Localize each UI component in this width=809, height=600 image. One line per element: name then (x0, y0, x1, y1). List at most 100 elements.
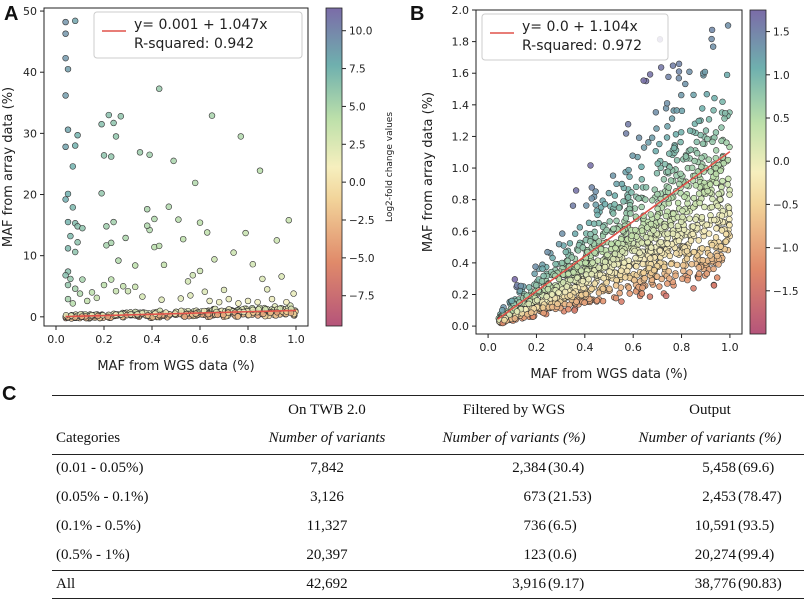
b-point (723, 71, 731, 79)
row-twb: 3,126 (310, 489, 344, 505)
row-category: (0.1% - 0.5%) (56, 518, 141, 534)
b-point (662, 212, 670, 220)
b-point (539, 265, 546, 272)
b-point (612, 295, 620, 302)
a-point (119, 283, 127, 290)
a-xlabel: MAF from WGS data (%) (97, 359, 254, 374)
b-point (534, 297, 541, 304)
b-point (592, 188, 599, 195)
b-point (579, 277, 587, 285)
b-point (603, 279, 610, 286)
total-output: 38,776 (694, 576, 736, 592)
b-xtick-label: 0.0 (479, 341, 497, 354)
b-point (664, 240, 671, 247)
b-point (650, 227, 657, 234)
b-xtick-label: 0.2 (528, 341, 546, 354)
b-point (668, 115, 676, 122)
b-point (528, 309, 535, 316)
b-point (661, 223, 668, 230)
b-point (675, 237, 683, 244)
b-point (606, 218, 613, 225)
b-point (653, 125, 660, 132)
b-point (711, 94, 718, 102)
a-xtick-label: 0.0 (47, 333, 65, 346)
a-colorbar-tick-label: −5.0 (349, 253, 375, 265)
row-filtered: 123 (523, 547, 547, 563)
b-point (613, 180, 620, 188)
b-point (636, 249, 643, 256)
b-point (667, 177, 675, 184)
b-point (726, 221, 733, 229)
b-xtick-label: 0.8 (673, 341, 691, 354)
a-point (156, 242, 163, 250)
b-point (640, 144, 648, 151)
b-point (614, 240, 622, 247)
a-point (273, 237, 280, 244)
b-point (675, 60, 683, 68)
b-point (673, 157, 681, 164)
a-point (64, 218, 72, 226)
b-point (689, 230, 696, 238)
a-colorbar-tick-label: 7.5 (349, 64, 366, 76)
a-point (98, 190, 105, 197)
a-point (264, 286, 271, 293)
b-point (585, 275, 592, 283)
a-point (62, 18, 69, 26)
a-point (79, 276, 86, 283)
a-xtick-label: 0.4 (143, 333, 161, 346)
b-fit-line (497, 150, 731, 320)
b-point (695, 117, 702, 125)
b-point (721, 109, 729, 117)
b-point (642, 196, 649, 203)
a-point (110, 218, 117, 226)
b-point (539, 304, 547, 311)
b-colorbar-tick-label: −0.5 (773, 199, 799, 211)
table-header-rule (52, 454, 804, 455)
b-point (724, 156, 732, 164)
a-point (74, 132, 81, 139)
b-point (656, 283, 663, 290)
b-point (674, 199, 682, 207)
b-point (563, 283, 571, 290)
b-point (565, 306, 572, 313)
b-point (723, 139, 730, 146)
b-point (698, 245, 706, 252)
b-point (606, 268, 613, 275)
b-ytick-label: 0.4 (452, 257, 470, 270)
b-point (698, 163, 705, 170)
a-point (181, 313, 188, 320)
a-point (64, 190, 72, 198)
chart-a: 0.0 0.2 0.4 0.6 0.8 1.0 0 10 20 30 40 50 MAF from WG… (1, 5, 395, 374)
b-point (653, 170, 661, 177)
b-point (689, 223, 697, 230)
b-point (611, 201, 618, 208)
b-point (717, 243, 724, 250)
b-point (599, 285, 607, 292)
b-ytick-label: 0.0 (452, 320, 470, 333)
a-point (62, 143, 69, 151)
a-point (151, 215, 158, 223)
b-point (675, 75, 683, 82)
b-point (679, 207, 686, 215)
b-frame (475, 9, 743, 335)
a-point (259, 275, 266, 283)
b-point (646, 71, 654, 78)
b-point (718, 227, 726, 234)
b-point (593, 297, 601, 304)
a-point (158, 296, 165, 303)
b-point (628, 232, 635, 239)
b-point (631, 276, 638, 284)
b-point (718, 212, 726, 219)
a-point (71, 17, 79, 25)
b-point (724, 181, 731, 188)
b-point (665, 268, 672, 275)
b-point (565, 270, 572, 278)
b-point (613, 276, 620, 284)
b-point (639, 260, 646, 268)
b-ytick-label: 1.8 (452, 36, 470, 49)
b-point (712, 164, 719, 172)
b-point (572, 187, 580, 194)
b-ytick-label: 0.2 (452, 288, 470, 301)
subheader-twb: Number of variants (268, 430, 386, 446)
a-point (100, 281, 108, 289)
